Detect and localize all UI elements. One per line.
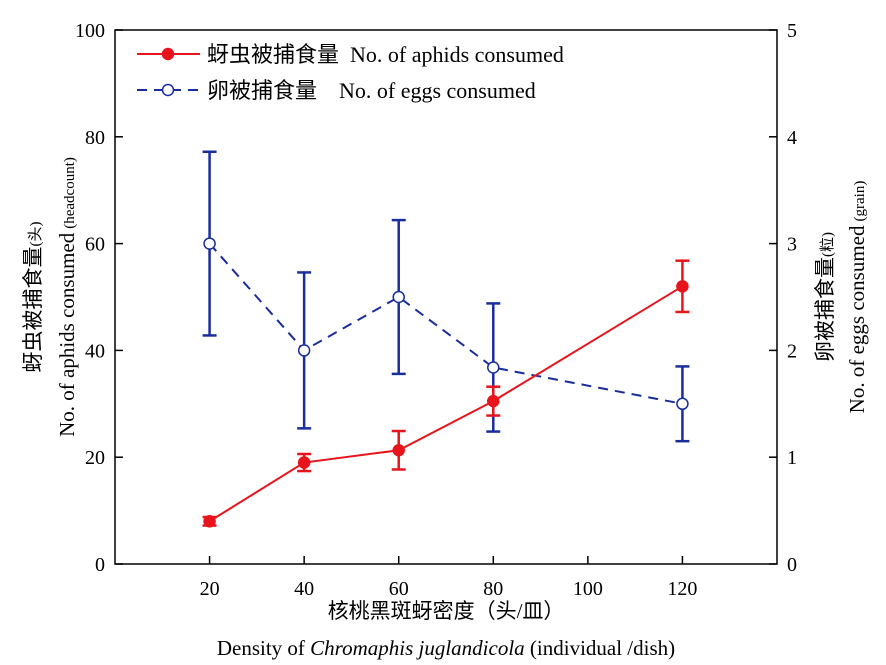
left-y-title-cn-main: 蚜虫被捕食量 <box>21 247 45 373</box>
x-axis-title-en: Density of Chromaphis juglandicola (indi… <box>217 636 675 660</box>
x-axis-title-cn: 核桃黑斑蚜密度（头/皿） <box>328 599 565 623</box>
right-tick-label: 2 <box>787 340 797 362</box>
right-tick-label: 5 <box>787 20 797 42</box>
left-y-title-cn-unit: (头) <box>27 222 44 247</box>
legend-label-aphids: 蚜虫被捕食量 No. of aphids consumed <box>207 42 564 67</box>
right-y-title-en-unit: (grain) <box>852 181 868 222</box>
legend-marker-eggs <box>161 83 175 97</box>
x-tick-label: 40 <box>294 578 314 600</box>
left-tick-label: 80 <box>85 127 105 149</box>
left-y-title-cn: 蚜虫被捕食量(头) <box>21 222 45 373</box>
right-tick-label: 4 <box>787 127 797 149</box>
data-point <box>297 456 311 469</box>
x-axis-title-en-prefix: Density of <box>217 636 310 660</box>
left-tick-label: 0 <box>95 554 105 576</box>
series-eggs <box>202 150 690 443</box>
right-y-title-en-main: No. of eggs consumed <box>845 225 869 413</box>
data-point <box>203 237 216 250</box>
x-axis-title-en-suffix: (individual /dish) <box>525 636 676 660</box>
x-tick-label: 120 <box>667 578 697 600</box>
series-line <box>209 285 683 523</box>
right-tick-label: 1 <box>787 447 797 469</box>
left-y-title-en-unit: (headcount) <box>62 157 78 229</box>
left-tick-label: 100 <box>75 20 105 42</box>
right-tick-label: 3 <box>787 234 797 256</box>
right-y-axis: 0 1 2 3 4 5 <box>769 20 797 576</box>
series-aphids <box>202 259 690 528</box>
data-point <box>676 397 689 411</box>
x-axis-title-en-species: Chromaphis juglandicola <box>310 636 524 660</box>
data-point <box>487 394 500 408</box>
data-point <box>676 280 689 293</box>
left-y-title-en: No. of aphids consumed (headcount) <box>55 157 79 437</box>
right-y-title-cn: 卵被捕食量(粒) <box>813 232 837 362</box>
data-point <box>297 344 311 357</box>
left-y-title-en-main: No. of aphids consumed <box>55 232 79 437</box>
series-line <box>208 242 683 405</box>
x-tick-label: 100 <box>573 578 603 600</box>
data-point <box>487 361 500 374</box>
legend-label-eggs: 卵被捕食量 No. of eggs consumed <box>207 78 536 103</box>
x-tick-label: 80 <box>483 578 503 600</box>
legend: 蚜虫被捕食量 No. of aphids consumed 卵被捕食量 No. … <box>137 42 564 103</box>
plot-frame <box>114 29 778 565</box>
left-tick-label: 60 <box>85 234 105 256</box>
left-y-axis: 0 20 40 60 80 100 <box>75 20 123 576</box>
right-tick-label: 0 <box>787 554 797 576</box>
data-point <box>392 444 405 457</box>
data-point <box>203 515 216 528</box>
series-layer <box>202 150 690 528</box>
x-tick-label: 60 <box>389 578 409 600</box>
right-y-title-cn-unit: (粒) <box>819 232 836 257</box>
x-tick-label: 20 <box>200 578 220 600</box>
legend-marker-aphids <box>161 47 175 61</box>
data-point <box>392 290 405 304</box>
plot-border <box>114 29 778 565</box>
right-y-title-cn-main: 卵被捕食量 <box>813 257 837 362</box>
left-tick-label: 40 <box>85 340 105 362</box>
right-y-title-en: No. of eggs consumed (grain) <box>845 181 869 414</box>
left-tick-label: 20 <box>85 447 105 469</box>
x-axis: 20 40 60 80 100 120 <box>200 556 697 600</box>
